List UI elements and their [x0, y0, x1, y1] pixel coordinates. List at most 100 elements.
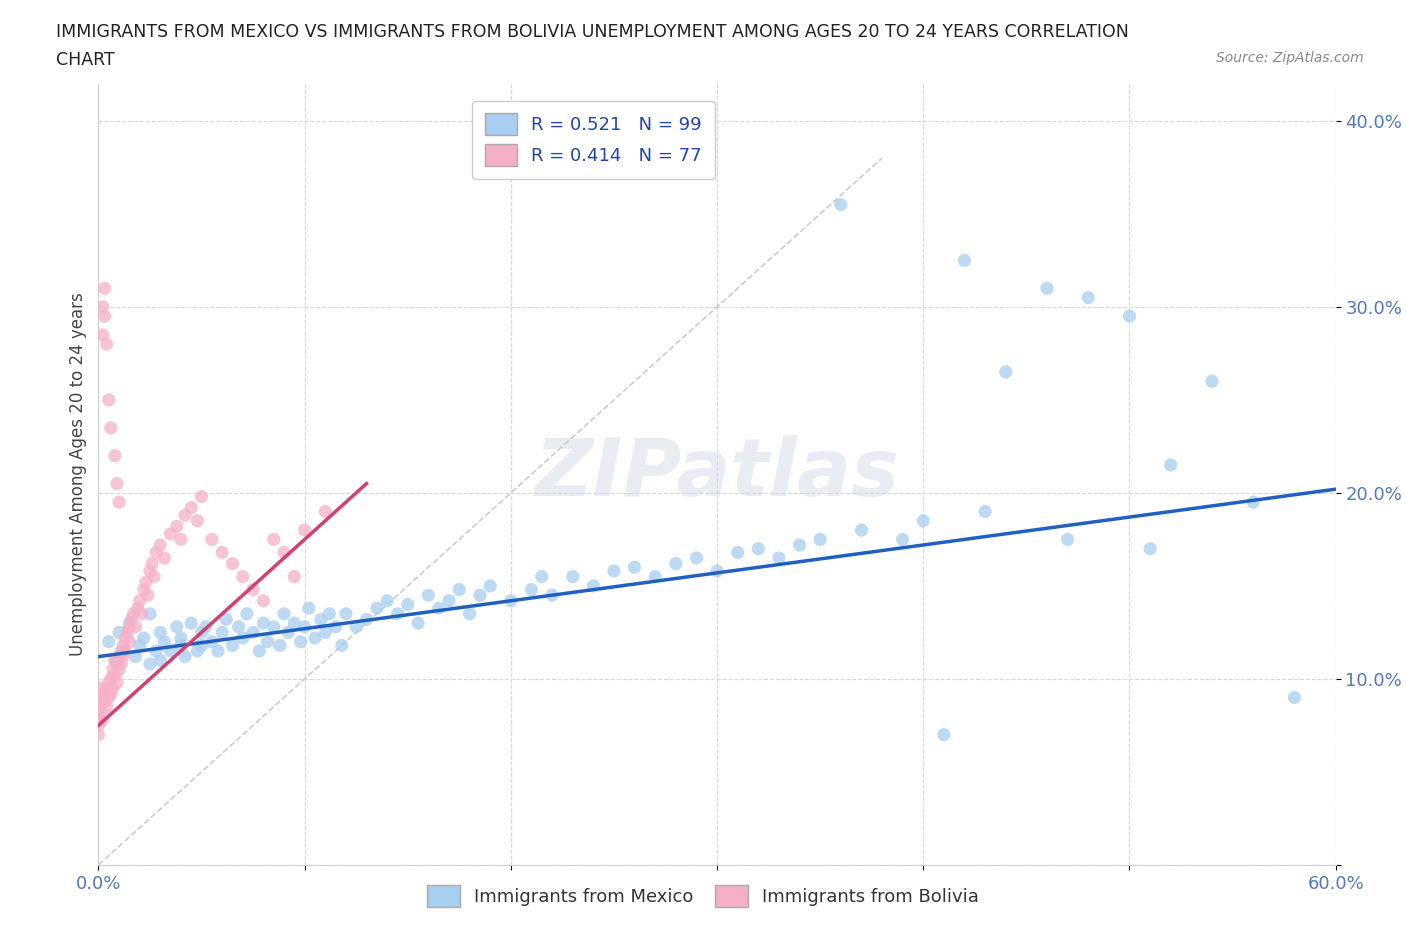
Point — [530, 569, 553, 584]
Point — [623, 560, 645, 575]
Point — [174, 508, 197, 523]
Point — [104, 653, 127, 668]
Point — [1118, 309, 1140, 324]
Point — [132, 582, 155, 597]
Point — [93, 281, 115, 296]
Point — [194, 619, 217, 634]
Point — [932, 727, 955, 742]
Point — [561, 569, 583, 584]
Point — [122, 606, 145, 621]
Text: Source: ZipAtlas.com: Source: ZipAtlas.com — [1216, 51, 1364, 65]
Point — [211, 625, 233, 640]
Point — [458, 606, 481, 621]
Point — [145, 644, 167, 658]
Point — [207, 644, 229, 658]
Point — [252, 593, 274, 608]
Point — [263, 619, 285, 634]
Point — [830, 197, 852, 212]
Point — [1056, 532, 1078, 547]
Point — [139, 657, 162, 671]
Legend: R = 0.521   N = 99, R = 0.414   N = 77: R = 0.521 N = 99, R = 0.414 N = 77 — [472, 100, 714, 179]
Point — [499, 593, 522, 608]
Point — [101, 681, 124, 696]
Point — [294, 619, 316, 634]
Point — [273, 545, 295, 560]
Point — [356, 612, 378, 627]
Point — [174, 649, 197, 664]
Point — [170, 638, 193, 653]
Point — [87, 727, 110, 742]
Point — [170, 631, 193, 645]
Point — [108, 649, 131, 664]
Point — [120, 612, 142, 627]
Point — [118, 616, 141, 631]
Point — [97, 392, 120, 407]
Point — [277, 625, 299, 640]
Point — [170, 532, 193, 547]
Point — [132, 631, 155, 645]
Point — [294, 523, 316, 538]
Point — [789, 538, 811, 552]
Point — [145, 545, 167, 560]
Point — [242, 625, 264, 640]
Point — [87, 718, 110, 733]
Point — [141, 556, 163, 571]
Point — [387, 606, 409, 621]
Point — [112, 649, 135, 664]
Point — [1077, 290, 1099, 305]
Point — [104, 653, 127, 668]
Point — [325, 619, 347, 634]
Point — [427, 601, 450, 616]
Point — [128, 638, 150, 653]
Point — [108, 662, 131, 677]
Text: ZIPatlas: ZIPatlas — [534, 435, 900, 513]
Point — [221, 556, 243, 571]
Point — [273, 606, 295, 621]
Point — [541, 588, 564, 603]
Point — [89, 681, 111, 696]
Point — [108, 625, 131, 640]
Point — [91, 712, 114, 727]
Point — [89, 705, 111, 720]
Point — [468, 588, 491, 603]
Point — [953, 253, 976, 268]
Point — [114, 631, 136, 645]
Point — [232, 631, 254, 645]
Point — [105, 476, 128, 491]
Point — [124, 649, 146, 664]
Point — [97, 690, 120, 705]
Point — [727, 545, 749, 560]
Point — [396, 597, 419, 612]
Point — [190, 489, 212, 504]
Point — [87, 699, 110, 714]
Point — [344, 619, 367, 634]
Point — [228, 619, 250, 634]
Point — [100, 686, 122, 701]
Point — [994, 365, 1017, 379]
Point — [128, 593, 150, 608]
Point — [309, 612, 332, 627]
Point — [283, 569, 305, 584]
Point — [139, 564, 162, 578]
Point — [153, 551, 176, 565]
Point — [256, 634, 278, 649]
Point — [644, 569, 666, 584]
Point — [1160, 458, 1182, 472]
Point — [93, 309, 115, 324]
Point — [974, 504, 997, 519]
Point — [366, 601, 388, 616]
Point — [91, 686, 114, 701]
Point — [186, 644, 208, 658]
Point — [1201, 374, 1223, 389]
Point — [1139, 541, 1161, 556]
Point — [136, 588, 159, 603]
Point — [747, 541, 769, 556]
Point — [127, 601, 149, 616]
Point — [665, 556, 688, 571]
Point — [97, 675, 120, 690]
Point — [211, 545, 233, 560]
Point — [314, 625, 336, 640]
Point — [180, 500, 202, 515]
Point — [159, 644, 181, 658]
Point — [304, 631, 326, 645]
